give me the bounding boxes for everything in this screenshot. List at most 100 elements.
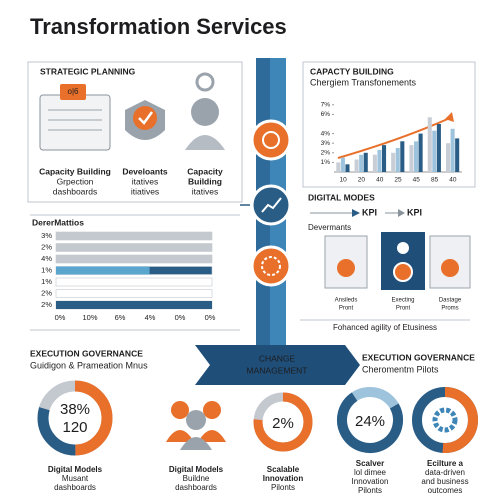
trend-arrow: [445, 112, 454, 122]
bar-track: [55, 289, 213, 298]
bar: [336, 162, 341, 172]
section-heading: EXECUTION GOVERNANCE: [30, 348, 143, 358]
axis-label: 0%: [55, 313, 66, 322]
bar: [432, 130, 437, 172]
check-circle: [133, 106, 157, 130]
icon-circle: [250, 184, 292, 226]
item-text: dashboards: [53, 186, 97, 196]
bar: [345, 164, 350, 172]
axis-label: 10%: [82, 313, 97, 322]
trend-line: [337, 117, 451, 159]
x-tick-label: 20: [358, 177, 366, 184]
item-text: itatives: [132, 176, 158, 186]
row-label: 1%: [41, 265, 52, 274]
outcome-text: dashboards: [54, 483, 96, 492]
badge-text: o|6: [68, 87, 80, 96]
card-icon: [397, 242, 409, 254]
icon-glyph: [261, 256, 281, 276]
outcome-text: dashboards: [175, 483, 217, 492]
x-tick-label: 40: [449, 177, 457, 184]
row-label: 4%: [41, 254, 52, 263]
axis-label: 0%: [205, 313, 216, 322]
outcome-text: Scalver: [356, 459, 384, 468]
people-icon: [186, 410, 206, 430]
section-subtitle: Chergiem Transfonements: [310, 77, 417, 87]
icon-circle: [250, 245, 292, 287]
bar: [56, 243, 212, 252]
section-heading: STRATEGIC PLANNING: [40, 66, 136, 76]
axis-label: 0%: [175, 313, 186, 322]
row-label: 2%: [41, 300, 52, 309]
bar: [56, 266, 150, 275]
bar: [363, 152, 368, 172]
card-label: Pront: [339, 306, 354, 312]
item-text: Develoants: [122, 166, 168, 176]
axis-label: 4%: [145, 313, 156, 322]
card-label: Pront: [396, 306, 411, 312]
panel: [302, 61, 476, 188]
kpi-arrow: [352, 209, 360, 217]
bar: [409, 145, 414, 172]
donut-arc: [37, 380, 113, 456]
bar: [395, 148, 400, 172]
bar: [400, 141, 405, 172]
card-label: Execting: [391, 298, 414, 304]
bar: [372, 154, 377, 172]
kpi: KPI: [362, 207, 377, 217]
bar: [340, 157, 345, 172]
bar: [56, 232, 212, 240]
bar: [455, 138, 460, 172]
bar: [354, 159, 359, 172]
change-banner: [195, 345, 360, 385]
panel: [27, 61, 243, 203]
row-label: 3%: [41, 231, 52, 240]
bar: [56, 301, 212, 309]
outcome-text: Scalable: [267, 465, 300, 474]
card-icon: [393, 262, 413, 282]
person-icon: [191, 98, 219, 126]
card-label: Ansileds: [335, 298, 358, 304]
outcome-text: Digital Models: [48, 465, 103, 474]
card-label: Proms: [441, 306, 458, 312]
bar: [382, 145, 387, 172]
outcome-text: Buildne: [183, 474, 210, 483]
person-icon: [185, 135, 225, 150]
outcome-text: Innovation: [352, 477, 389, 486]
kpi-arrow: [398, 209, 405, 217]
donut-value: 2%: [272, 415, 294, 432]
donut-arc: [37, 380, 113, 456]
monitor-icon: [39, 94, 111, 151]
bar: [436, 124, 441, 172]
outcome-text: lol dimee: [354, 468, 387, 477]
outcome-text: Musant: [62, 474, 89, 483]
people-icon: [198, 430, 226, 442]
bar: [414, 141, 419, 172]
x-tick-label: 40: [376, 177, 384, 184]
badge: [60, 84, 86, 100]
item-text: Capacity: [187, 166, 223, 176]
donut-value: 24%: [355, 413, 385, 430]
y-tick-label: 4%: [321, 130, 331, 137]
donut-arc: [253, 392, 313, 452]
donut-arc: [337, 387, 403, 453]
x-tick-label: 85: [431, 177, 439, 184]
icon-circle: [250, 119, 292, 161]
row-label: 2%: [41, 288, 52, 297]
bar: [359, 154, 364, 172]
page-title: Transformation Services: [30, 14, 287, 39]
gear-icon: [432, 407, 458, 433]
kpi: KPI: [407, 207, 422, 217]
y-tick-label: 3%: [321, 140, 331, 147]
outcome-text: data-driven: [425, 468, 465, 477]
outcome-text: Ecilture a: [427, 459, 464, 468]
people-icon: [166, 430, 194, 442]
caption: Fohanced agility of Etusiness: [333, 323, 437, 332]
people-icon: [203, 401, 221, 419]
item-text: Grpection: [57, 176, 94, 186]
item-text: Capacity Building: [39, 166, 111, 176]
subheading: Devermants: [308, 223, 351, 232]
bar: [418, 133, 423, 172]
row-label: 1%: [41, 277, 52, 286]
section-heading: EXECUTION GOVERNANCE: [362, 352, 475, 362]
